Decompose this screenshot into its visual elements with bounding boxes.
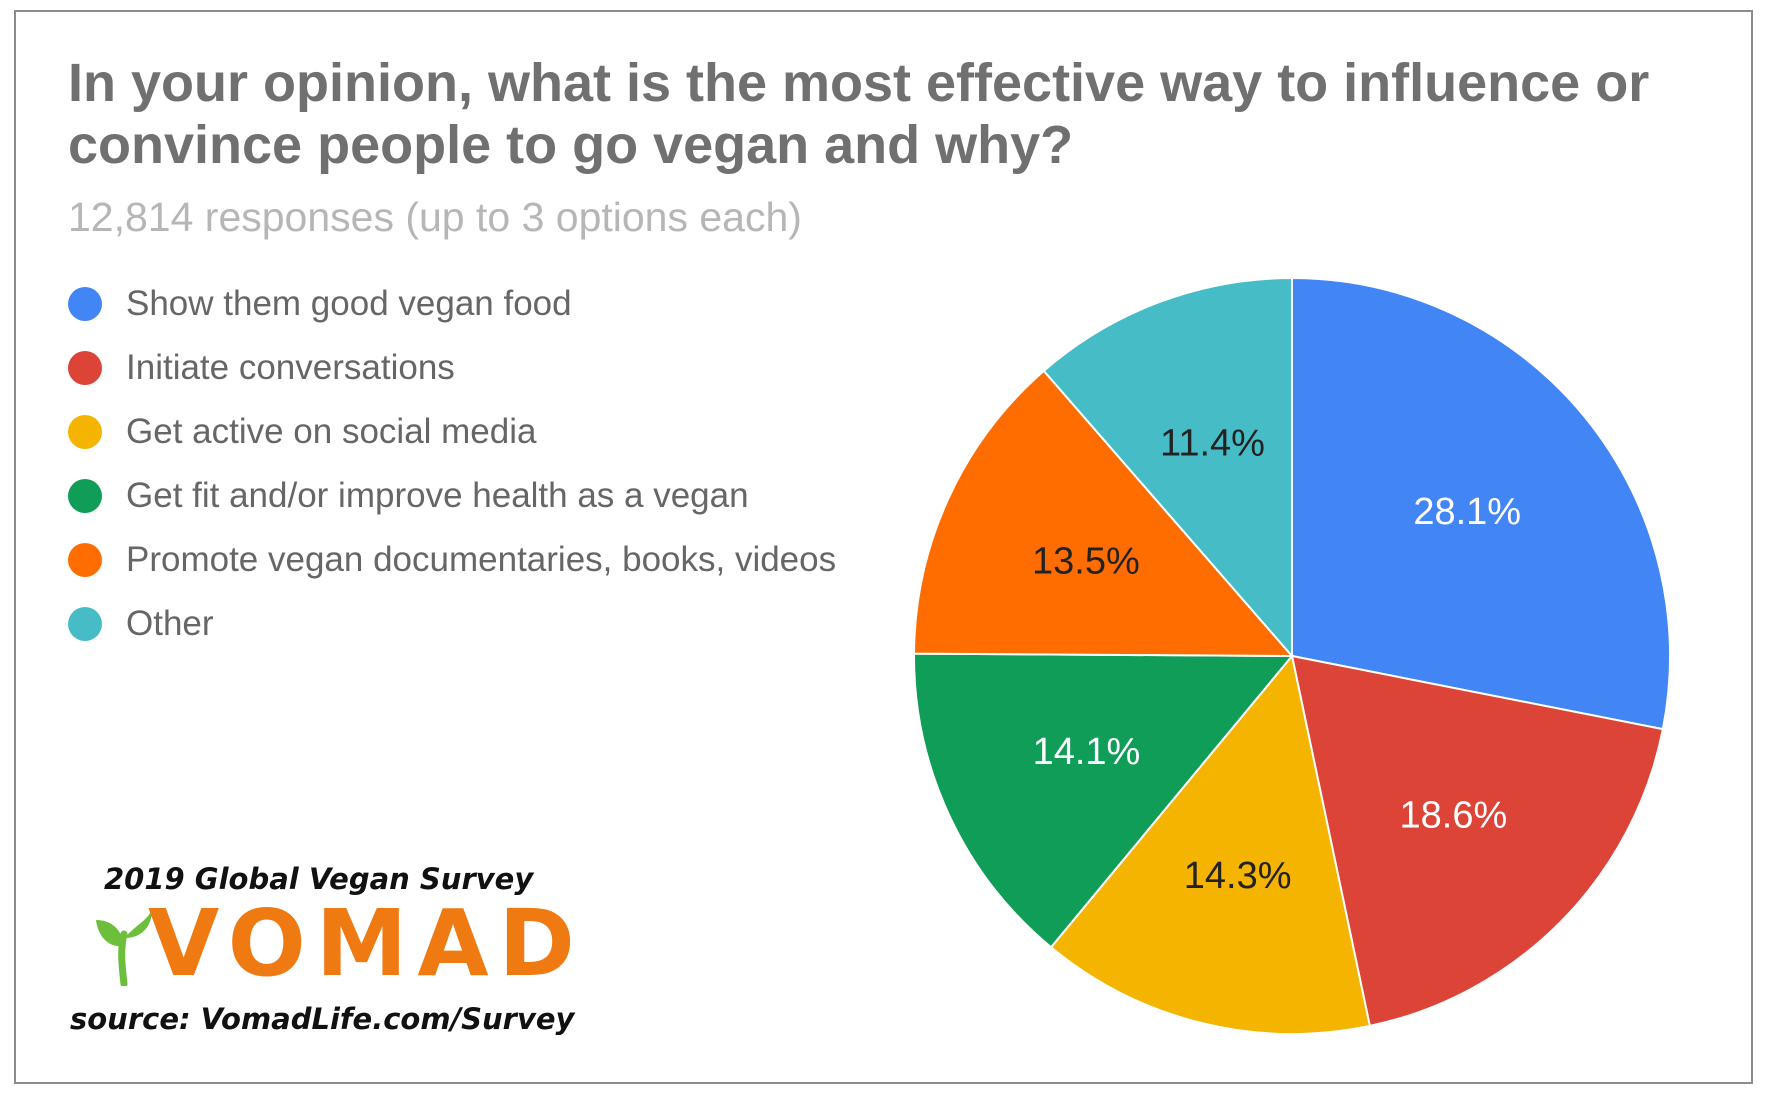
logo-text: VOMAD <box>148 890 585 997</box>
pie-slice <box>913 652 1295 949</box>
legend-swatch <box>68 287 102 321</box>
slice-value-label: 28.1% <box>1413 491 1521 533</box>
vomad-logo: VOMAD <box>60 894 580 996</box>
slice-value-label: 13.5% <box>1032 540 1140 582</box>
pie-slice <box>1049 653 1372 1035</box>
slice-value-label: 18.6% <box>1400 794 1508 836</box>
legend-label: Show them good vegan food <box>126 284 572 323</box>
legend-swatch <box>68 415 102 449</box>
legend-item: Get fit and/or improve health as a vegan <box>68 464 836 528</box>
source-note: source: VomadLife.com/Survey <box>70 1002 575 1036</box>
legend-item: Initiate conversations <box>68 336 836 400</box>
slice-value-label: 14.1% <box>1033 731 1141 773</box>
legend-swatch <box>68 543 102 577</box>
pie-slice <box>913 369 1295 658</box>
legend-label: Other <box>126 604 214 643</box>
legend-swatch <box>68 607 102 641</box>
legend-item: Promote vegan documentaries, books, vide… <box>68 528 836 592</box>
chart-title: In your opinion, what is the most effect… <box>68 53 1650 175</box>
chart-legend: Show them good vegan food Initiate conver… <box>68 272 836 656</box>
legend-swatch <box>68 351 102 385</box>
legend-swatch <box>68 479 102 513</box>
pie-slice <box>1290 654 1665 1028</box>
chart-subtitle: 12,814 responses (up to 3 options each) <box>68 194 802 240</box>
legend-label: Promote vegan documentaries, books, vide… <box>126 540 837 579</box>
pie-slice <box>1291 276 1671 731</box>
legend-item: Get active on social media <box>68 400 836 464</box>
pie-slice <box>1042 276 1293 659</box>
branding-block: 2019 Global Vegan Survey VOMAD source: V… <box>60 862 580 1036</box>
legend-label: Initiate conversations <box>126 348 455 387</box>
legend-label: Get active on social media <box>126 412 537 451</box>
legend-item: Other <box>68 592 836 656</box>
survey-name: 2019 Global Vegan Survey <box>104 862 534 896</box>
slice-value-label: 11.4% <box>1160 423 1265 465</box>
legend-item: Show them good vegan food <box>68 272 836 336</box>
leaf-icon <box>96 910 152 986</box>
legend-label: Get fit and/or improve health as a vegan <box>126 476 749 515</box>
slice-value-label: 14.3% <box>1184 855 1292 897</box>
